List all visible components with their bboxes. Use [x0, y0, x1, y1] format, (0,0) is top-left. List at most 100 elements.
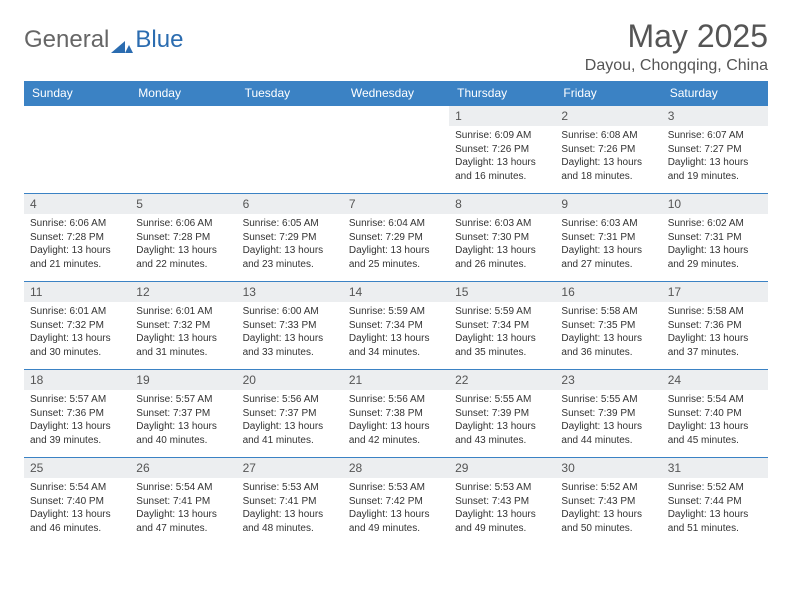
sunrise-text: Sunrise: 5:54 AM [668, 393, 762, 407]
calendar-week: 11Sunrise: 6:01 AMSunset: 7:32 PMDayligh… [24, 282, 768, 370]
day-info: Sunrise: 5:59 AMSunset: 7:34 PMDaylight:… [343, 302, 449, 362]
sunset-text: Sunset: 7:44 PM [668, 495, 762, 509]
daylight-text: Daylight: 13 hours and 26 minutes. [455, 244, 549, 271]
day-info: Sunrise: 5:57 AMSunset: 7:36 PMDaylight:… [24, 390, 130, 450]
sunrise-text: Sunrise: 6:06 AM [30, 217, 124, 231]
sunrise-text: Sunrise: 6:03 AM [561, 217, 655, 231]
day-number: 21 [343, 370, 449, 390]
sunrise-text: Sunrise: 5:59 AM [455, 305, 549, 319]
day-number: 4 [24, 194, 130, 214]
brand-part2: Blue [135, 26, 183, 54]
weekday-header: Tuesday [237, 81, 343, 106]
daylight-text: Daylight: 13 hours and 46 minutes. [30, 508, 124, 535]
day-number: 27 [237, 458, 343, 478]
brand-part1: General [24, 26, 109, 54]
day-info: Sunrise: 6:06 AMSunset: 7:28 PMDaylight:… [24, 214, 130, 274]
sunrise-text: Sunrise: 6:03 AM [455, 217, 549, 231]
calendar-cell: 14Sunrise: 5:59 AMSunset: 7:34 PMDayligh… [343, 282, 449, 370]
day-info: Sunrise: 5:54 AMSunset: 7:41 PMDaylight:… [130, 478, 236, 538]
sunrise-text: Sunrise: 6:08 AM [561, 129, 655, 143]
daylight-text: Daylight: 13 hours and 49 minutes. [455, 508, 549, 535]
daylight-text: Daylight: 13 hours and 21 minutes. [30, 244, 124, 271]
sunset-text: Sunset: 7:43 PM [561, 495, 655, 509]
daylight-text: Daylight: 13 hours and 40 minutes. [136, 420, 230, 447]
sunrise-text: Sunrise: 6:01 AM [136, 305, 230, 319]
sunset-text: Sunset: 7:28 PM [30, 231, 124, 245]
sunset-text: Sunset: 7:37 PM [243, 407, 337, 421]
day-number: 19 [130, 370, 236, 390]
day-number: 31 [662, 458, 768, 478]
weekday-header: Wednesday [343, 81, 449, 106]
day-info: Sunrise: 5:54 AMSunset: 7:40 PMDaylight:… [24, 478, 130, 538]
brand-logo: General Blue [24, 26, 183, 54]
sunrise-text: Sunrise: 5:54 AM [30, 481, 124, 495]
day-info: Sunrise: 6:04 AMSunset: 7:29 PMDaylight:… [343, 214, 449, 274]
sunset-text: Sunset: 7:36 PM [30, 407, 124, 421]
sunrise-text: Sunrise: 5:53 AM [349, 481, 443, 495]
calendar-week: 18Sunrise: 5:57 AMSunset: 7:36 PMDayligh… [24, 370, 768, 458]
calendar-cell: 5Sunrise: 6:06 AMSunset: 7:28 PMDaylight… [130, 194, 236, 282]
sunset-text: Sunset: 7:30 PM [455, 231, 549, 245]
calendar-cell: 10Sunrise: 6:02 AMSunset: 7:31 PMDayligh… [662, 194, 768, 282]
day-number: 30 [555, 458, 661, 478]
daylight-text: Daylight: 13 hours and 22 minutes. [136, 244, 230, 271]
sunrise-text: Sunrise: 5:53 AM [455, 481, 549, 495]
calendar-cell: 11Sunrise: 6:01 AMSunset: 7:32 PMDayligh… [24, 282, 130, 370]
day-info: Sunrise: 6:08 AMSunset: 7:26 PMDaylight:… [555, 126, 661, 186]
day-number: 8 [449, 194, 555, 214]
daylight-text: Daylight: 13 hours and 48 minutes. [243, 508, 337, 535]
day-number: 6 [237, 194, 343, 214]
calendar-week: 25Sunrise: 5:54 AMSunset: 7:40 PMDayligh… [24, 458, 768, 546]
calendar-cell: 22Sunrise: 5:55 AMSunset: 7:39 PMDayligh… [449, 370, 555, 458]
sunrise-text: Sunrise: 5:52 AM [668, 481, 762, 495]
weekday-header: Thursday [449, 81, 555, 106]
daylight-text: Daylight: 13 hours and 34 minutes. [349, 332, 443, 359]
sunrise-text: Sunrise: 6:06 AM [136, 217, 230, 231]
calendar-cell: 13Sunrise: 6:00 AMSunset: 7:33 PMDayligh… [237, 282, 343, 370]
calendar-cell: 1Sunrise: 6:09 AMSunset: 7:26 PMDaylight… [449, 106, 555, 194]
day-info: Sunrise: 6:01 AMSunset: 7:32 PMDaylight:… [24, 302, 130, 362]
day-number: 18 [24, 370, 130, 390]
daylight-text: Daylight: 13 hours and 31 minutes. [136, 332, 230, 359]
sunset-text: Sunset: 7:31 PM [561, 231, 655, 245]
calendar-cell: 27Sunrise: 5:53 AMSunset: 7:41 PMDayligh… [237, 458, 343, 546]
daylight-text: Daylight: 13 hours and 30 minutes. [30, 332, 124, 359]
day-number: 2 [555, 106, 661, 126]
sunset-text: Sunset: 7:38 PM [349, 407, 443, 421]
daylight-text: Daylight: 13 hours and 33 minutes. [243, 332, 337, 359]
daylight-text: Daylight: 13 hours and 49 minutes. [349, 508, 443, 535]
day-number: 15 [449, 282, 555, 302]
calendar-cell [237, 106, 343, 194]
calendar-cell: 15Sunrise: 5:59 AMSunset: 7:34 PMDayligh… [449, 282, 555, 370]
day-info: Sunrise: 6:03 AMSunset: 7:31 PMDaylight:… [555, 214, 661, 274]
day-number: 1 [449, 106, 555, 126]
day-info: Sunrise: 6:03 AMSunset: 7:30 PMDaylight:… [449, 214, 555, 274]
day-info: Sunrise: 5:56 AMSunset: 7:37 PMDaylight:… [237, 390, 343, 450]
weekday-header: Saturday [662, 81, 768, 106]
calendar-table: SundayMondayTuesdayWednesdayThursdayFrid… [24, 81, 768, 546]
day-info: Sunrise: 5:53 AMSunset: 7:42 PMDaylight:… [343, 478, 449, 538]
daylight-text: Daylight: 13 hours and 50 minutes. [561, 508, 655, 535]
weekday-header: Monday [130, 81, 236, 106]
calendar-cell: 12Sunrise: 6:01 AMSunset: 7:32 PMDayligh… [130, 282, 236, 370]
calendar-cell: 29Sunrise: 5:53 AMSunset: 7:43 PMDayligh… [449, 458, 555, 546]
day-number: 13 [237, 282, 343, 302]
sunrise-text: Sunrise: 5:57 AM [30, 393, 124, 407]
day-number: 24 [662, 370, 768, 390]
sunrise-text: Sunrise: 5:52 AM [561, 481, 655, 495]
calendar-cell: 6Sunrise: 6:05 AMSunset: 7:29 PMDaylight… [237, 194, 343, 282]
sunset-text: Sunset: 7:33 PM [243, 319, 337, 333]
daylight-text: Daylight: 13 hours and 16 minutes. [455, 156, 549, 183]
calendar-cell: 19Sunrise: 5:57 AMSunset: 7:37 PMDayligh… [130, 370, 236, 458]
day-number: 9 [555, 194, 661, 214]
sunrise-text: Sunrise: 6:09 AM [455, 129, 549, 143]
day-info: Sunrise: 6:09 AMSunset: 7:26 PMDaylight:… [449, 126, 555, 186]
sunset-text: Sunset: 7:37 PM [136, 407, 230, 421]
calendar-cell: 17Sunrise: 5:58 AMSunset: 7:36 PMDayligh… [662, 282, 768, 370]
sunrise-text: Sunrise: 5:56 AM [243, 393, 337, 407]
sunset-text: Sunset: 7:36 PM [668, 319, 762, 333]
calendar-cell: 16Sunrise: 5:58 AMSunset: 7:35 PMDayligh… [555, 282, 661, 370]
daylight-text: Daylight: 13 hours and 45 minutes. [668, 420, 762, 447]
month-title: May 2025 [585, 18, 768, 55]
sunrise-text: Sunrise: 6:07 AM [668, 129, 762, 143]
